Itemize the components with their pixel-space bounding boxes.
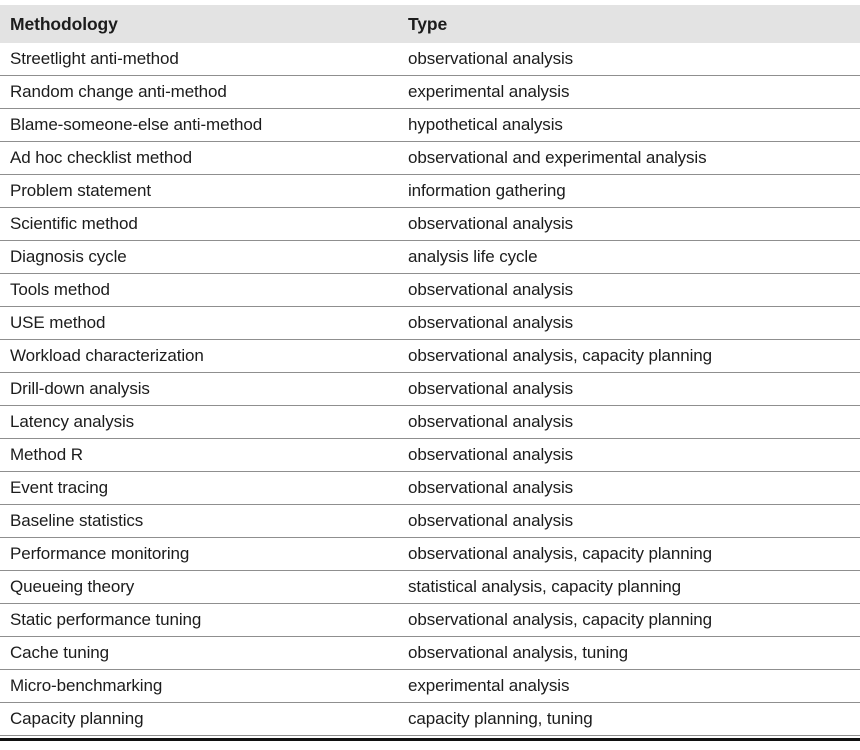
table-row: Event tracing observational analysis: [0, 472, 860, 505]
table-row: Diagnosis cycle analysis life cycle: [0, 241, 860, 274]
methodology-cell: Problem statement: [10, 181, 151, 200]
type-cell: observational analysis: [408, 478, 574, 497]
type-cell: observational analysis: [408, 445, 574, 464]
methodology-cell: Method R: [10, 445, 83, 464]
methodology-cell: Static performance tuning: [10, 610, 202, 629]
methodology-cell: Queueing theory: [10, 577, 135, 596]
methodology-cell: Baseline statistics: [10, 511, 144, 530]
type-cell: observational analysis: [408, 412, 574, 431]
type-cell: observational analysis: [408, 511, 574, 530]
methodology-cell: Cache tuning: [10, 643, 109, 662]
table-row: Method R observational analysis: [0, 439, 860, 472]
methodology-cell: Blame-someone-else anti-method: [10, 115, 263, 134]
methodology-cell: Diagnosis cycle: [10, 247, 127, 266]
methodology-cell: Micro-benchmarking: [10, 676, 163, 695]
table-row: Micro-benchmarking experimental analysis: [0, 670, 860, 703]
methodology-cell: Performance monitoring: [10, 544, 190, 563]
table-row: Workload characterization observational …: [0, 340, 860, 373]
methodology-cell: Random change anti-method: [10, 82, 227, 101]
methodology-cell: Scientific method: [10, 214, 138, 233]
table-row: USE method observational analysis: [0, 307, 860, 340]
type-cell: observational analysis: [408, 280, 574, 299]
type-cell: statistical analysis, capacity planning: [408, 577, 681, 596]
table-row: Latency analysis observational analysis: [0, 406, 860, 439]
methodology-cell: Capacity planning: [10, 709, 144, 728]
table-bottom-rule: [0, 738, 860, 741]
table-row: Static performance tuning observational …: [0, 604, 860, 637]
methodology-cell: Ad hoc checklist method: [10, 148, 192, 167]
methodology-cell: Latency analysis: [10, 412, 135, 431]
type-cell: information gathering: [408, 181, 566, 200]
methodology-cell: USE method: [10, 313, 106, 332]
table-header-row: Methodology Type: [0, 5, 860, 43]
table-body: Streetlight anti-method observational an…: [0, 43, 860, 736]
methodology-cell: Workload characterization: [10, 346, 204, 365]
table-row: Drill-down analysis observational analys…: [0, 373, 860, 406]
type-cell: analysis life cycle: [408, 247, 538, 266]
table-row: Streetlight anti-method observational an…: [0, 43, 860, 76]
methodology-cell: Streetlight anti-method: [10, 49, 179, 68]
type-cell: observational analysis, capacity plannin…: [408, 346, 712, 365]
column-header-methodology: Methodology: [10, 13, 118, 34]
table-row: Ad hoc checklist method observational an…: [0, 142, 860, 175]
table-row: Random change anti-method experimental a…: [0, 76, 860, 109]
type-cell: observational analysis, tuning: [408, 643, 629, 662]
methodology-cell: Event tracing: [10, 478, 108, 497]
type-cell: hypothetical analysis: [408, 115, 563, 134]
table-row: Cache tuning observational analysis, tun…: [0, 637, 860, 670]
methodology-cell: Drill-down analysis: [10, 379, 150, 398]
table-row: Capacity planning capacity planning, tun…: [0, 703, 860, 736]
type-cell: observational analysis: [408, 214, 574, 233]
table-row: Tools method observational analysis: [0, 274, 860, 307]
type-cell: observational analysis: [408, 49, 574, 68]
type-cell: observational analysis, capacity plannin…: [408, 610, 712, 629]
table-row: Queueing theory statistical analysis, ca…: [0, 571, 860, 604]
type-cell: observational analysis, capacity plannin…: [408, 544, 712, 563]
table-row: Scientific method observational analysis: [0, 208, 860, 241]
table-row: Baseline statistics observational analys…: [0, 505, 860, 538]
table-row: Problem statement information gathering: [0, 175, 860, 208]
type-cell: observational and experimental analysis: [408, 148, 707, 167]
table-row: Performance monitoring observational ana…: [0, 538, 860, 571]
type-cell: observational analysis: [408, 379, 574, 398]
table-row: Blame-someone-else anti-method hypotheti…: [0, 109, 860, 142]
methodology-cell: Tools method: [10, 280, 110, 299]
column-header-type: Type: [408, 13, 448, 34]
type-cell: experimental analysis: [408, 676, 570, 695]
type-cell: observational analysis: [408, 313, 574, 332]
type-cell: capacity planning, tuning: [408, 709, 593, 728]
type-cell: experimental analysis: [408, 82, 570, 101]
